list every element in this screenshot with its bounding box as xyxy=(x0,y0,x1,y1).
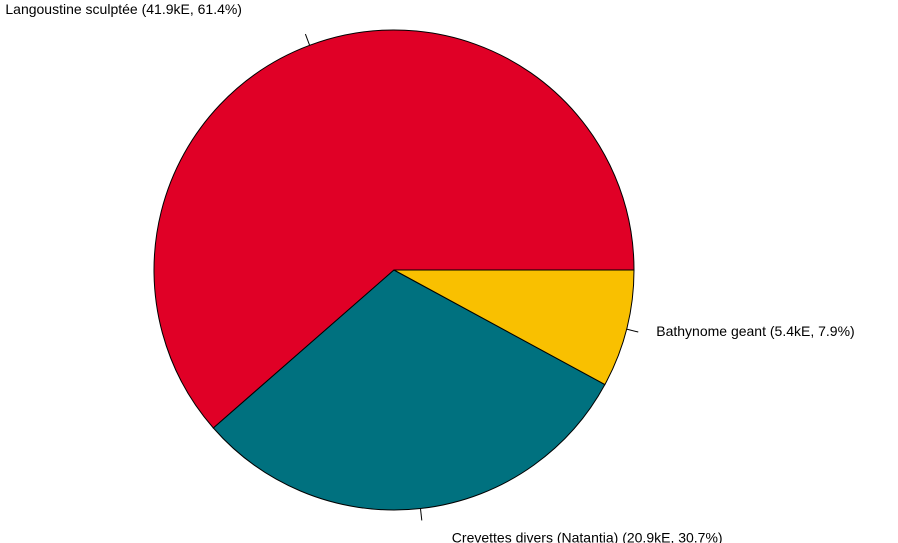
leader-line-2 xyxy=(419,508,423,521)
leader-line-3 xyxy=(626,328,639,333)
slice-label-3: Bathynome geant (5.4kE, 7.9%) xyxy=(656,323,854,339)
leader-line-1 xyxy=(304,33,311,46)
leader-lines-layer xyxy=(304,33,639,521)
slice-labels-layer: Langoustine sculptée (41.9kE, 61.4%) Crev… xyxy=(5,1,854,543)
slices-layer xyxy=(153,29,635,511)
slice-label-2: Crevettes divers (Natantia) (20.9kE, 30.… xyxy=(452,529,723,543)
slice-label-1: Langoustine sculptée (41.9kE, 61.4%) xyxy=(5,1,242,17)
